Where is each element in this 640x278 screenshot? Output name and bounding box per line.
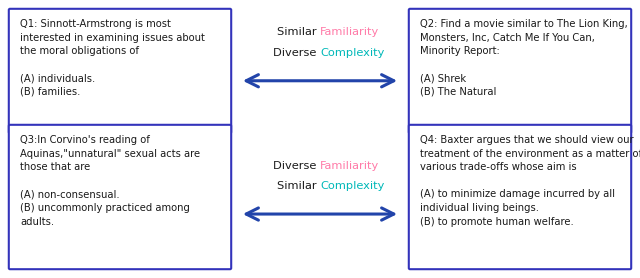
FancyBboxPatch shape <box>409 125 631 269</box>
FancyBboxPatch shape <box>409 9 631 133</box>
FancyBboxPatch shape <box>9 9 231 133</box>
Text: Similar: Similar <box>276 181 320 191</box>
Text: Q1: Sinnott-Armstrong is most
interested in examining issues about
the moral obl: Q1: Sinnott-Armstrong is most interested… <box>20 19 205 97</box>
FancyBboxPatch shape <box>9 125 231 269</box>
Text: Complexity: Complexity <box>320 48 385 58</box>
Text: Q3:In Corvino's reading of
Aquinas,"unnatural" sexual acts are
those that are

(: Q3:In Corvino's reading of Aquinas,"unna… <box>20 135 200 227</box>
Text: Complexity: Complexity <box>320 181 385 191</box>
Text: Q4: Baxter argues that we should view our
treatment of the environment as a matt: Q4: Baxter argues that we should view ou… <box>420 135 640 227</box>
Text: Familiarity: Familiarity <box>320 161 380 171</box>
Text: Similar: Similar <box>276 27 320 37</box>
Text: Diverse: Diverse <box>273 48 320 58</box>
Text: Q2: Find a movie similar to The Lion King,
Monsters, Inc, Catch Me If You Can,
M: Q2: Find a movie similar to The Lion Kin… <box>420 19 628 97</box>
Text: Diverse: Diverse <box>273 161 320 171</box>
Text: Familiarity: Familiarity <box>320 27 380 37</box>
